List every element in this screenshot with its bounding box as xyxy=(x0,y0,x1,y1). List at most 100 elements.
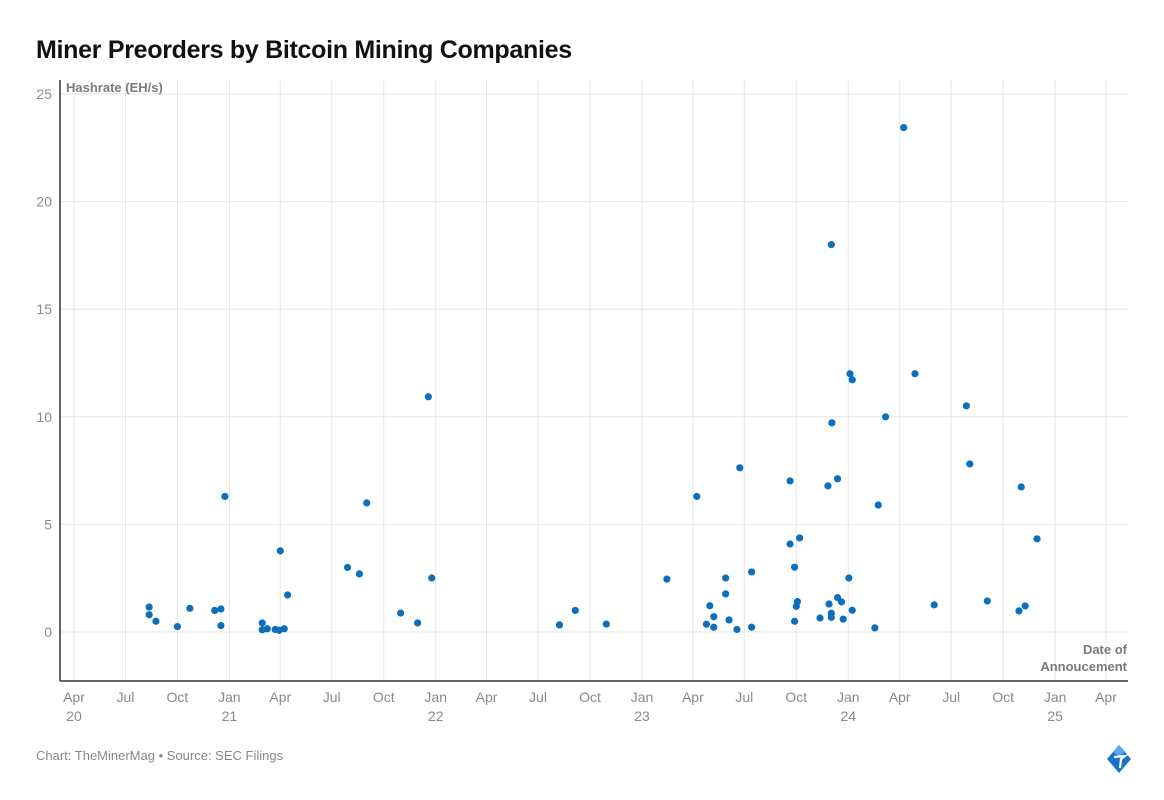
data-point xyxy=(280,625,288,633)
x-tick-year-label: 24 xyxy=(840,708,856,724)
x-tick-label: Oct xyxy=(167,689,189,705)
data-point xyxy=(397,609,405,617)
data-point xyxy=(874,501,882,509)
data-point xyxy=(363,499,371,507)
data-point xyxy=(186,604,194,612)
data-point xyxy=(602,620,610,628)
data-point xyxy=(786,477,794,485)
x-tick-label: Jul xyxy=(735,689,753,705)
data-point xyxy=(145,603,153,611)
data-point xyxy=(790,617,799,625)
data-point xyxy=(258,619,266,627)
x-tick-label: Oct xyxy=(785,689,807,705)
data-point xyxy=(217,621,225,630)
data-point xyxy=(725,616,733,624)
x-tick-label: Apr xyxy=(63,689,85,705)
data-point xyxy=(833,475,842,483)
data-point xyxy=(710,613,718,621)
data-point xyxy=(145,611,153,619)
data-point xyxy=(845,574,853,582)
x-tick-label: Jan xyxy=(1044,689,1067,705)
data-point xyxy=(221,492,229,501)
data-point xyxy=(555,621,564,629)
data-point xyxy=(790,563,799,571)
data-point xyxy=(837,598,846,606)
x-tick-year-label: 25 xyxy=(1047,708,1063,724)
data-point xyxy=(900,123,908,132)
y-tick-label: 15 xyxy=(36,301,52,317)
data-point xyxy=(793,598,802,606)
data-point xyxy=(796,534,804,542)
y-tick-label: 5 xyxy=(44,516,52,532)
data-point xyxy=(276,547,284,555)
x-tick-year-label: 21 xyxy=(222,708,238,724)
data-point xyxy=(983,597,991,605)
data-point xyxy=(173,623,182,631)
data-point xyxy=(1033,535,1041,543)
data-point xyxy=(428,574,436,582)
data-point xyxy=(1015,607,1023,615)
y-tick-label: 20 xyxy=(36,194,52,210)
data-point xyxy=(848,376,856,384)
data-point xyxy=(825,600,833,608)
x-tick-label: Jan xyxy=(837,689,860,705)
data-points xyxy=(145,123,1041,634)
data-point xyxy=(722,574,730,582)
theminermag-logo-icon xyxy=(1107,745,1131,773)
data-point xyxy=(1021,602,1029,610)
data-point xyxy=(828,419,836,427)
data-point xyxy=(693,492,701,501)
x-tick-label: Apr xyxy=(1095,689,1117,705)
data-point xyxy=(663,575,671,583)
data-point xyxy=(217,605,225,613)
x-tick-label: Apr xyxy=(682,689,704,705)
data-point xyxy=(966,460,974,468)
data-point xyxy=(736,464,744,472)
data-point xyxy=(881,413,890,421)
data-point xyxy=(414,619,422,627)
data-point xyxy=(722,590,730,598)
y-tick-label: 25 xyxy=(36,86,52,102)
x-tick-label: Apr xyxy=(476,689,498,705)
x-tick-label: Apr xyxy=(269,689,291,705)
data-point xyxy=(706,602,714,610)
data-point xyxy=(839,615,847,623)
x-tick-label: Jul xyxy=(323,689,341,705)
x-tick-label: Jul xyxy=(116,689,134,705)
y-tick-label: 10 xyxy=(36,409,52,425)
data-point xyxy=(355,570,364,578)
y-axis-ticks: 0 5 10 15 20 25 xyxy=(36,86,52,640)
data-point xyxy=(816,614,824,622)
data-point xyxy=(827,613,835,621)
data-point xyxy=(343,563,352,572)
y-tick-label: 0 xyxy=(44,624,52,640)
data-point xyxy=(962,402,971,410)
x-tick-label: Jul xyxy=(529,689,547,705)
x-tick-label: Oct xyxy=(373,689,395,705)
chart-source-footer: Chart: TheMinerMag • Source: SEC Filings xyxy=(36,748,284,763)
x-axis-label-line1: Date of xyxy=(1083,642,1128,657)
data-point xyxy=(786,540,794,548)
data-point xyxy=(424,393,432,401)
x-tick-label: Jan xyxy=(218,689,241,705)
data-point xyxy=(748,623,756,631)
x-tick-label: Oct xyxy=(579,689,601,705)
x-tick-label: Jan xyxy=(631,689,654,705)
data-point xyxy=(211,606,219,615)
data-point xyxy=(710,623,718,631)
chart-title: Miner Preorders by Bitcoin Mining Compan… xyxy=(36,36,572,64)
data-point xyxy=(284,591,292,599)
data-point xyxy=(1017,483,1025,491)
data-point xyxy=(824,482,832,490)
grid xyxy=(60,80,1128,681)
data-point xyxy=(733,625,741,634)
data-point xyxy=(152,617,160,625)
x-tick-label: Jul xyxy=(942,689,960,705)
x-tick-year-label: 23 xyxy=(634,708,650,724)
data-point xyxy=(930,601,938,609)
y-axis-label: Hashrate (EH/s) xyxy=(66,80,163,95)
data-point xyxy=(827,241,835,249)
data-point xyxy=(848,606,856,614)
data-point xyxy=(748,568,756,576)
